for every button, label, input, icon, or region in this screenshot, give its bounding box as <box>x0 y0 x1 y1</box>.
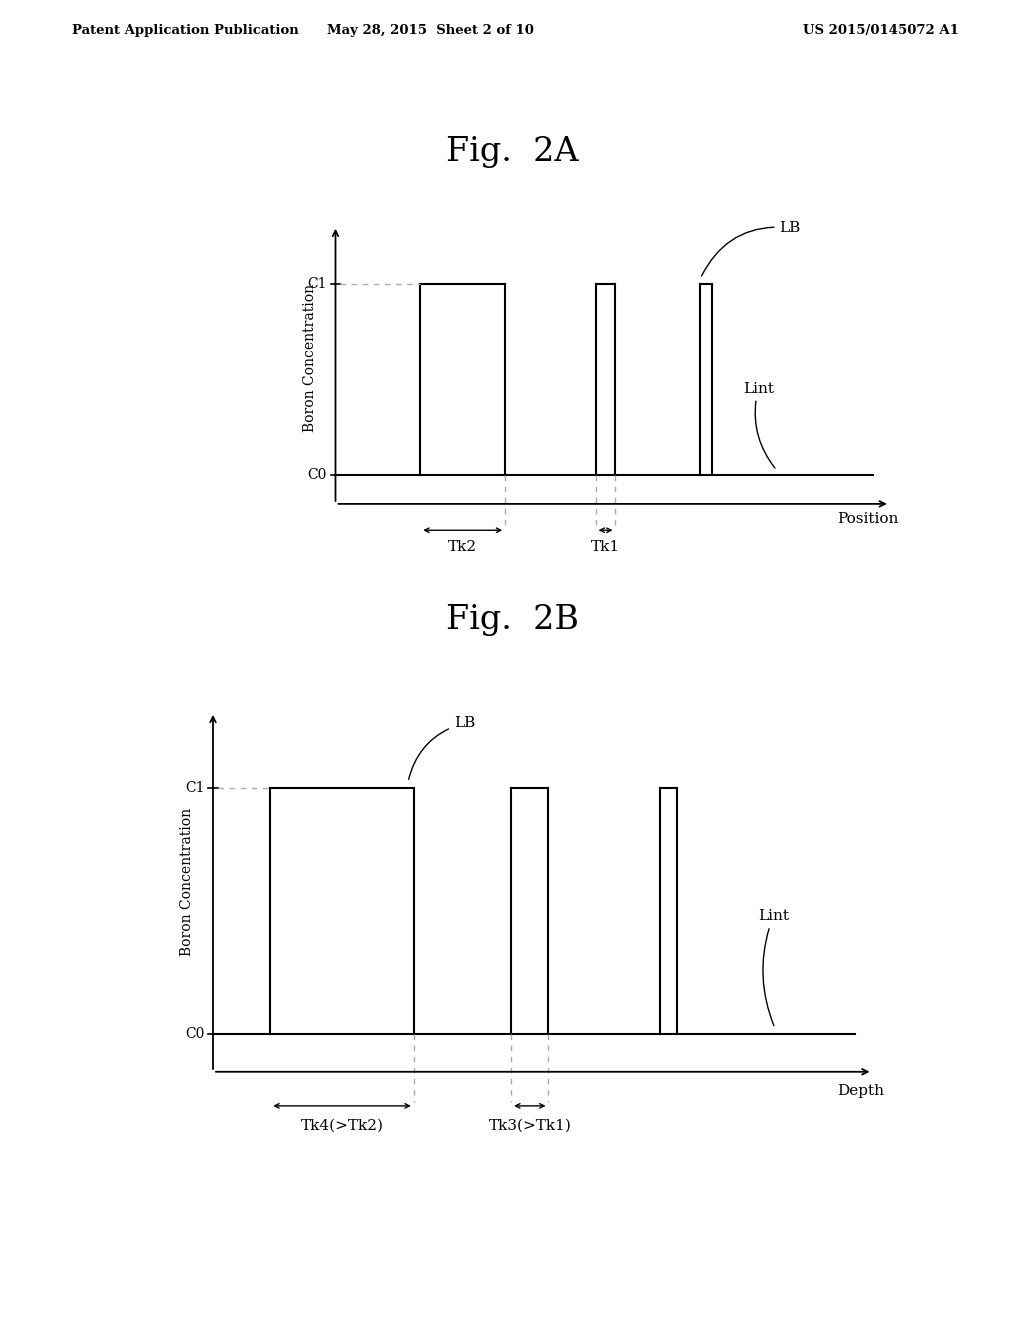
Text: C0: C0 <box>185 1027 205 1041</box>
Text: Depth: Depth <box>837 1084 884 1098</box>
Text: Fig.  2A: Fig. 2A <box>445 136 579 168</box>
Text: LB: LB <box>701 220 801 276</box>
Text: Tk1: Tk1 <box>591 540 621 554</box>
Text: Tk4(>Tk2): Tk4(>Tk2) <box>300 1119 384 1133</box>
Text: C0: C0 <box>307 467 327 482</box>
Text: Patent Application Publication: Patent Application Publication <box>72 24 298 37</box>
Text: US 2015/0145072 A1: US 2015/0145072 A1 <box>803 24 958 37</box>
Text: Lint: Lint <box>742 381 775 469</box>
Text: LB: LB <box>409 715 475 779</box>
Text: Fig.  2B: Fig. 2B <box>445 605 579 636</box>
Text: Position: Position <box>837 512 898 525</box>
Text: Lint: Lint <box>758 909 788 1026</box>
Text: Tk3(>Tk1): Tk3(>Tk1) <box>488 1119 571 1133</box>
Text: Boron Concentration: Boron Concentration <box>180 808 195 957</box>
Text: Tk2: Tk2 <box>449 540 477 554</box>
Text: May 28, 2015  Sheet 2 of 10: May 28, 2015 Sheet 2 of 10 <box>327 24 534 37</box>
Text: C1: C1 <box>307 277 327 292</box>
Text: C1: C1 <box>185 780 205 795</box>
Text: Boron Concentration: Boron Concentration <box>303 284 317 432</box>
